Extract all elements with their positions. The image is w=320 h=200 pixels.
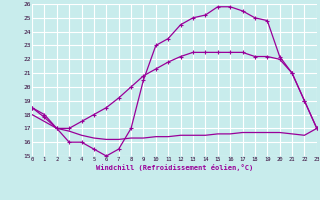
X-axis label: Windchill (Refroidissement éolien,°C): Windchill (Refroidissement éolien,°C) [96,164,253,171]
